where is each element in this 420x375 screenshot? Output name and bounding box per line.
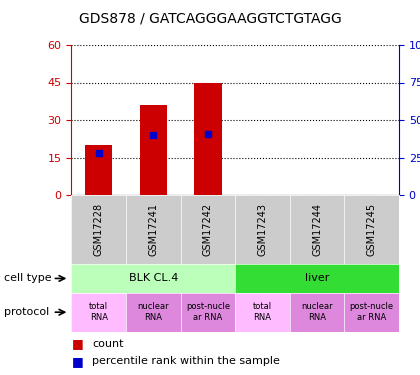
Text: ■: ■ [71,355,83,368]
Text: percentile rank within the sample: percentile rank within the sample [92,356,280,366]
Text: ■: ■ [71,337,83,350]
Text: GSM17242: GSM17242 [203,203,213,256]
Text: liver: liver [305,273,329,284]
Text: GSM17245: GSM17245 [367,203,377,256]
Text: GSM17228: GSM17228 [94,203,104,256]
Text: GSM17241: GSM17241 [148,203,158,256]
Bar [140,105,167,195]
Text: total
RNA: total RNA [253,303,272,322]
Text: count: count [92,339,124,349]
Text: post-nucle
ar RNA: post-nucle ar RNA [186,303,230,322]
Text: cell type: cell type [4,273,52,284]
Text: GSM17243: GSM17243 [257,203,268,256]
Bar [85,145,113,195]
Text: nuclear
RNA: nuclear RNA [301,303,333,322]
Text: nuclear
RNA: nuclear RNA [137,303,169,322]
Bar [194,82,222,195]
Text: total
RNA: total RNA [89,303,108,322]
Text: GSM17244: GSM17244 [312,203,322,256]
Text: GDS878 / GATCAGGGAAGGTCTGTAGG: GDS878 / GATCAGGGAAGGTCTGTAGG [79,11,341,25]
Text: protocol: protocol [4,307,50,317]
Text: BLK CL.4: BLK CL.4 [129,273,178,284]
Text: post-nucle
ar RNA: post-nucle ar RNA [349,303,394,322]
